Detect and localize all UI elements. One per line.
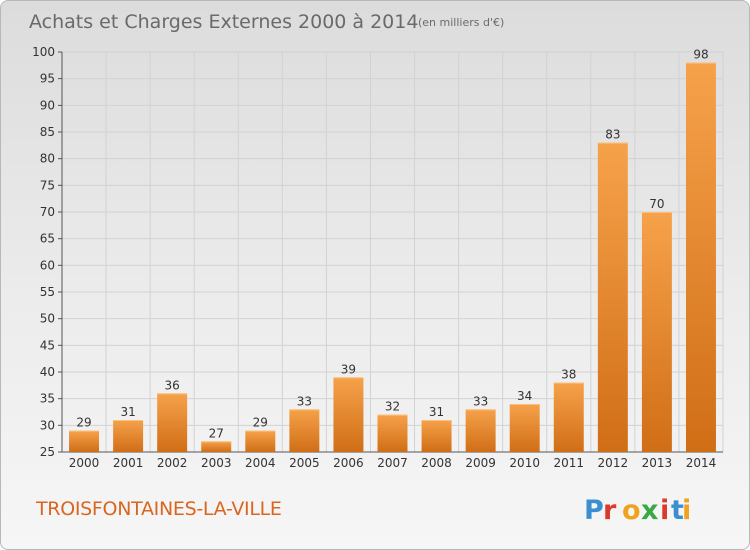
x-tick-label: 2009 <box>465 456 496 470</box>
bar-2003 <box>201 441 232 452</box>
bar-2008 <box>421 420 452 452</box>
bar-2006 <box>333 377 364 452</box>
x-tick-label: 2010 <box>509 456 540 470</box>
data-label: 34 <box>517 389 532 403</box>
axes: 25 30 35 40 45 50 55 60 65 70 75 80 85 90 95 100 2000 200… <box>32 45 723 470</box>
x-tick-label: 2005 <box>289 456 320 470</box>
y-tick-label: 40 <box>40 365 55 379</box>
y-tick-label: 30 <box>40 418 55 432</box>
logo-letter: r <box>603 495 617 526</box>
bar-2000 <box>69 430 100 452</box>
y-tick-label: 50 <box>40 312 55 326</box>
data-labels: 29 31 36 27 29 33 39 32 31 33 34 38 83 70 98 <box>76 48 708 441</box>
x-tick-label: 2002 <box>157 456 188 470</box>
bar-2010 <box>509 404 540 452</box>
data-label: 29 <box>253 416 268 430</box>
logo-letter: x <box>641 495 659 526</box>
proxiti-logo: Pr o x i ti <box>584 495 692 526</box>
place-name: TROISFONTAINES-LA-VILLE <box>35 498 282 520</box>
y-tick-label: 90 <box>40 98 55 112</box>
bar-2014 <box>685 62 716 453</box>
data-label: 31 <box>429 405 444 419</box>
x-tick-label: 2004 <box>245 456 276 470</box>
x-tick-label: 2007 <box>377 456 408 470</box>
y-tick-label: 100 <box>32 45 55 59</box>
data-label: 98 <box>693 48 708 62</box>
data-label: 39 <box>341 362 356 376</box>
data-label: 31 <box>120 405 135 419</box>
data-label: 29 <box>76 416 91 430</box>
chart-title: Achats et Charges Externes 2000 à 2014 <box>29 11 418 33</box>
x-tick-label: 2001 <box>113 456 144 470</box>
y-tick-label: 70 <box>40 205 55 219</box>
x-tick-label: 2014 <box>686 456 717 470</box>
bars <box>69 62 716 453</box>
y-tick-label: 85 <box>40 125 55 139</box>
unit-label: (en milliers d'€) <box>418 16 504 29</box>
y-tick-label: 25 <box>40 445 55 459</box>
data-label: 32 <box>385 400 400 414</box>
y-tick-label: 65 <box>40 232 55 246</box>
data-label: 36 <box>165 378 180 392</box>
bar-2005 <box>289 409 320 452</box>
data-label: 70 <box>649 197 664 211</box>
x-tick-label: 2011 <box>553 456 584 470</box>
y-tick-label: 60 <box>40 258 55 272</box>
y-tick-label: 80 <box>40 152 55 166</box>
x-tick-label: 2003 <box>201 456 232 470</box>
data-label: 83 <box>605 128 620 142</box>
y-tick-label: 55 <box>40 285 55 299</box>
grid <box>61 51 724 453</box>
y-tick-label: 35 <box>40 392 55 406</box>
data-label: 33 <box>297 394 312 408</box>
x-tick-label: 2008 <box>421 456 452 470</box>
bar-2001 <box>113 420 144 452</box>
logo-letter: t <box>671 495 685 526</box>
bar-2004 <box>245 430 276 452</box>
logo-letter: i <box>682 495 692 526</box>
x-tick-label: 2013 <box>642 456 673 470</box>
data-label: 27 <box>209 426 224 440</box>
logo-letter: o <box>622 495 642 526</box>
data-label: 33 <box>473 394 488 408</box>
data-label: 38 <box>561 368 576 382</box>
bar-2002 <box>157 393 188 452</box>
x-tick-label: 2006 <box>333 456 364 470</box>
bar-2012 <box>597 142 628 452</box>
logo-letter: i <box>660 495 670 526</box>
x-tick-label: 2012 <box>598 456 629 470</box>
logo-letter: P <box>584 495 605 526</box>
y-tick-label: 95 <box>40 72 55 86</box>
bar-2013 <box>641 212 672 452</box>
bar-2007 <box>377 414 408 452</box>
bar-2009 <box>465 409 496 452</box>
y-tick-label: 75 <box>40 178 55 192</box>
x-tick-label: 2000 <box>69 456 100 470</box>
bar-2011 <box>553 382 584 452</box>
y-tick-label: 45 <box>40 338 55 352</box>
